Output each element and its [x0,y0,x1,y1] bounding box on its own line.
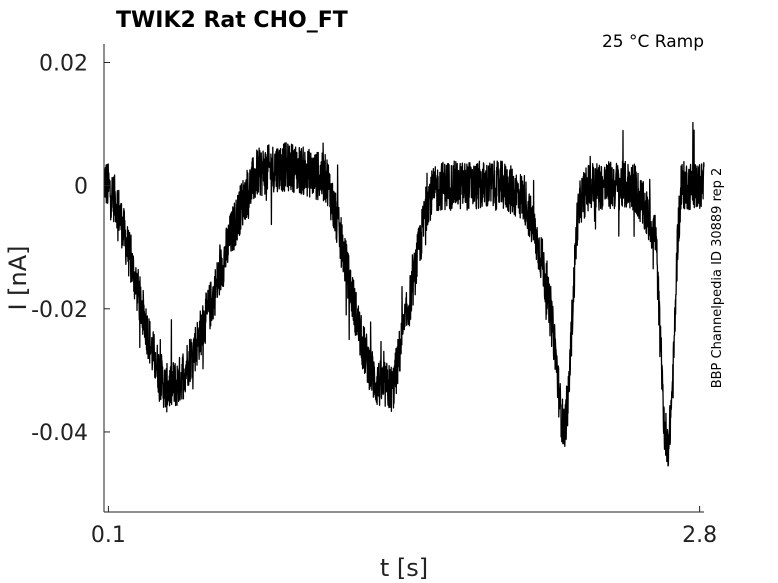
x-axis-label: t [s] [380,554,428,582]
current-trace-line [104,121,705,467]
channelpedia-id-label: BBP Channelpedia ID 30889 rep 2 [710,168,725,389]
y-axis-label: I [nA] [4,245,32,310]
trace-layer [104,121,705,467]
x-tick-label: 2.8 [682,523,717,548]
y-tick-label: -0.04 [31,421,88,446]
y-tick-label: -0.02 [31,298,88,323]
x-tick-label: 0.1 [91,523,126,548]
y-tick-label: 0 [74,175,88,200]
temperature-protocol-annotation: 25 °C Ramp [602,32,704,52]
y-tick-label: 0.02 [39,51,88,76]
chart-title: TWIK2 Rat CHO_FT [116,8,348,33]
tick-layer: 0.02 0 -0.02 -0.04 0.1 2.8 [31,51,717,548]
